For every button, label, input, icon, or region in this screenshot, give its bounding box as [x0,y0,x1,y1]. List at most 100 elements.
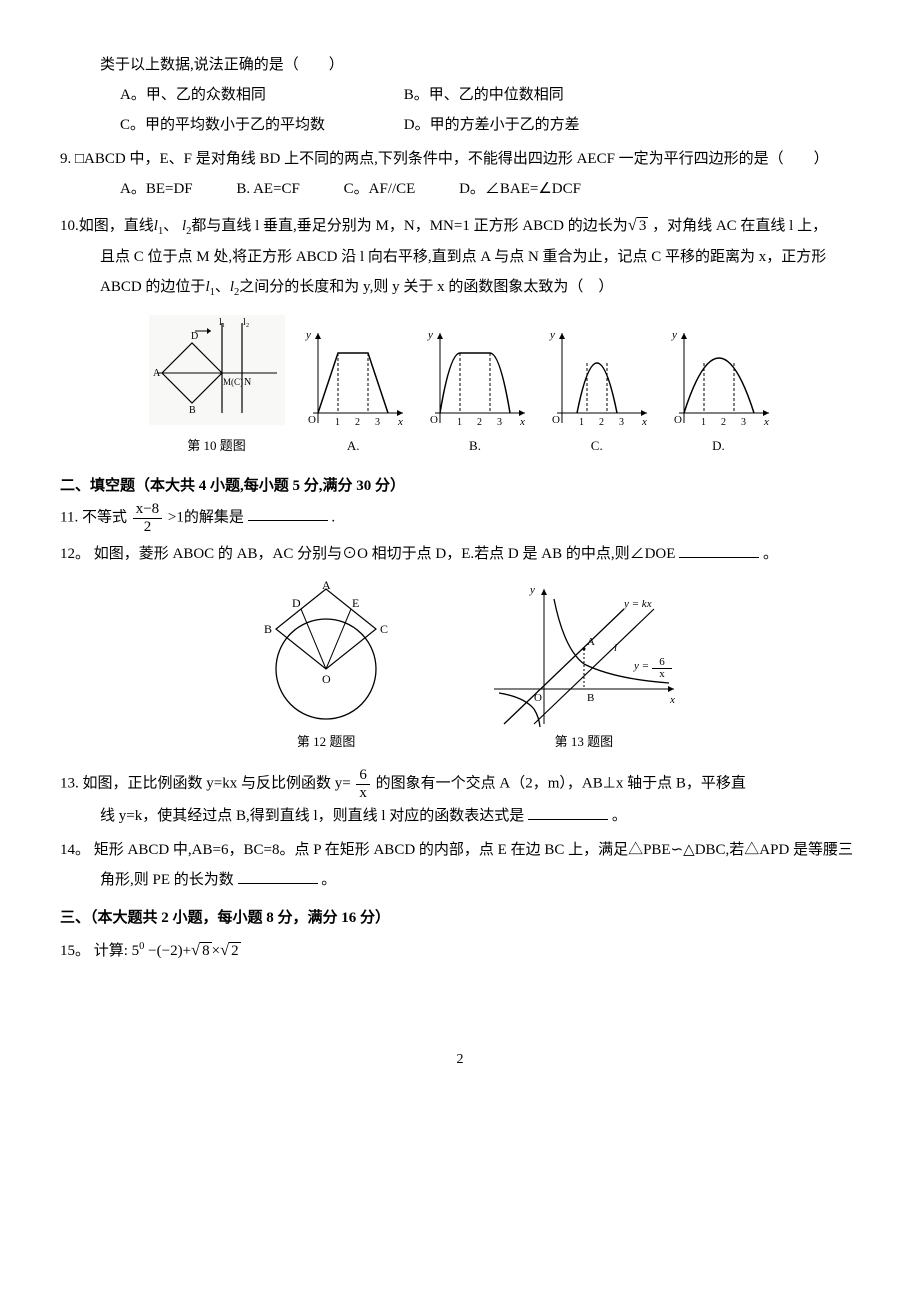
svg-text:1: 1 [579,417,584,428]
svg-text:y = kx: y = kx [623,598,652,610]
svg-text:O: O [552,414,560,426]
q12-blank [679,542,759,558]
svg-text:3: 3 [741,417,746,428]
svg-text:O: O [430,414,438,426]
q15-mid: −(−2)+ [144,943,191,959]
q10-stem-line3: ABCD 的边位于l1、l2之间分的长度和为 y,则 y 关于 x 的函数图象太… [60,272,860,303]
svg-text:O: O [322,672,331,686]
q13-den: x [356,785,370,802]
q8-opt-d: D。甲的方差小于乙的方差 [404,110,684,140]
svg-text:A: A [587,636,595,648]
q10-figure-row: l₁ l₂ D A B M(C) N 第 10 题图 [60,313,860,461]
q13-blank [528,804,608,820]
q12-text: 12。 如图，菱形 ABOC 的 AB，AC 分别与⊙O 相切于点 D，E.若点… [60,546,675,562]
q13-end: 。 [612,808,627,824]
sqrt2: 2 [220,933,241,966]
svg-text:1: 1 [457,417,462,428]
svg-text:N: N [244,377,251,388]
q11-pre: 11. 不等式 [60,509,127,525]
q14: 14。 矩形 ABCD 中,AB=6，BC=8。点 P 在矩形 ABCD 的内部… [60,835,860,895]
svg-text:1: 1 [335,417,340,428]
q14-end: 。 [321,872,336,888]
q10-graph-a: O x y 1 2 3 [298,323,408,433]
q10-pre: 10.如图，直线 [60,218,154,234]
svg-text:1: 1 [701,417,706,428]
svg-text:x: x [669,694,675,706]
svg-text:B: B [587,692,594,704]
svg-text:O: O [308,414,316,426]
svg-text:2: 2 [721,417,726,428]
svg-text:y: y [671,329,677,341]
q12-q13-figures: A B C D E O 第 12 题图 O x y y = kx l [60,579,860,757]
q13-line2: 线 y=k，使其经过点 B,得到直线 l，则直线 l 对应的函数表达式是 [100,808,524,824]
svg-text:A: A [153,368,161,379]
svg-text:3: 3 [497,417,502,428]
q10-opt-d-label: D. [664,433,774,459]
q10-mid1: 都与直线 l 垂直,垂足分别为 M，N，MN=1 正方形 ABCD 的边长为 [191,218,627,234]
svg-text:3: 3 [619,417,624,428]
q13-num: 6 [356,767,370,785]
q10-stem-line1: 10.如图，直线l1、 l2都与直线 l 垂直,垂足分别为 M，N，MN=1 正… [60,208,860,242]
q12-figure: A B C D E O [236,579,416,729]
section3-title: 三、（本大题共 2 小题，每小题 8 分，满分 16 分） [60,903,860,933]
q10-sep2: 、 [215,279,230,295]
q10-fig-label: 第 10 题图 [147,433,287,459]
q12-end: 。 [763,546,778,562]
q11-post: >1的解集是 [168,509,244,525]
q8-opt-b: B。甲、乙的中位数相同 [404,80,684,110]
svg-text:3: 3 [375,417,380,428]
page-number: 2 [60,1046,860,1074]
q10-stem-line2: 且点 C 位于点 M 处,将正方形 ABCD 沿 l 向右平移,直到点 A 与点… [60,242,860,272]
q9-opt-d: D。∠BAE=∠DCF [459,174,581,204]
q11-den: 2 [133,519,162,536]
svg-text:D: D [191,331,198,342]
q9-opt-c: C。AF//CE [344,174,416,204]
svg-text:M(C): M(C) [223,377,243,387]
svg-text:x: x [519,416,525,428]
q15-times: × [212,943,220,959]
q13-post: 的图象有一个交点 A（2，m），AB⊥x 轴于点 B，平移直 [376,775,746,791]
q11-end: . [331,509,335,525]
q15: 15。 计算: 50 −(−2)+8×2 [60,933,860,966]
q10-graph-d: O x y 1 2 3 [664,323,774,433]
q8-opt-a: A。甲、乙的众数相同 [120,80,400,110]
svg-text:A: A [322,579,331,592]
q12: 12。 如图，菱形 ABOC 的 AB，AC 分别与⊙O 相切于点 D，E.若点… [60,539,860,569]
svg-text:y: y [305,329,311,341]
q13: 13. 如图，正比例函数 y=kx 与反比例函数 y= 6 x 的图象有一个交点… [60,767,860,831]
svg-text:2: 2 [355,417,360,428]
q10-l3a: ABCD 的边位于 [100,279,205,295]
svg-text:x: x [397,416,403,428]
svg-text:D: D [292,596,301,610]
svg-text:E: E [352,596,359,610]
svg-text:y =: y = [633,660,649,672]
svg-text:B: B [189,405,196,416]
svg-text:x: x [641,416,647,428]
q12-fig-label: 第 12 题图 [236,729,416,755]
q14-blank [238,868,318,884]
q8-opt-c: C。甲的平均数小于乙的平均数 [120,110,400,140]
svg-text:2: 2 [599,417,604,428]
svg-text:B: B [264,622,272,636]
q11-num: x−8 [133,501,162,519]
sqrt8: 8 [191,933,212,966]
q11-frac: x−8 2 [133,501,162,535]
section2-title: 二、填空题（本大共 4 小题,每小题 5 分,满分 30 分） [60,471,860,501]
q10-sep1: 、 [163,218,178,234]
q11-blank [248,505,328,521]
q10-opt-c-label: C. [542,433,652,459]
q10-opt-a-label: A. [298,433,408,459]
sqrt3: 3 [628,208,649,241]
q10-mid2: ，对角线 AC 在直线 l 上， [648,218,827,234]
q9-stem: 9. □ABCD 中，E、F 是对角线 BD 上不同的两点,下列条件中，不能得出… [60,144,860,174]
q14-line1: 14。 矩形 ABCD 中,AB=6，BC=8。点 P 在矩形 ABCD 的内部… [60,835,860,865]
svg-text:O: O [674,414,682,426]
svg-text:l₁: l₁ [219,317,225,328]
q10-graph-b: O x y 1 2 3 [420,323,530,433]
svg-text:2: 2 [477,417,482,428]
q10-square-diagram: l₁ l₂ D A B M(C) N [147,313,287,433]
q10-l3b: 之间分的长度和为 y,则 y 关于 x 的函数图象太致为（ ） [239,279,613,295]
q9-opt-b: B. AE=CF [236,174,299,204]
q13-fig-label: 第 13 题图 [484,729,684,755]
svg-text:C: C [380,622,388,636]
